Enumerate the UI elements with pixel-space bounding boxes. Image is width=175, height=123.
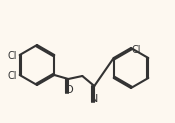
Text: Cl: Cl <box>8 51 17 61</box>
Text: O: O <box>64 85 73 95</box>
Text: N: N <box>90 94 99 104</box>
Text: Cl: Cl <box>8 71 17 81</box>
Text: Cl: Cl <box>132 45 142 55</box>
